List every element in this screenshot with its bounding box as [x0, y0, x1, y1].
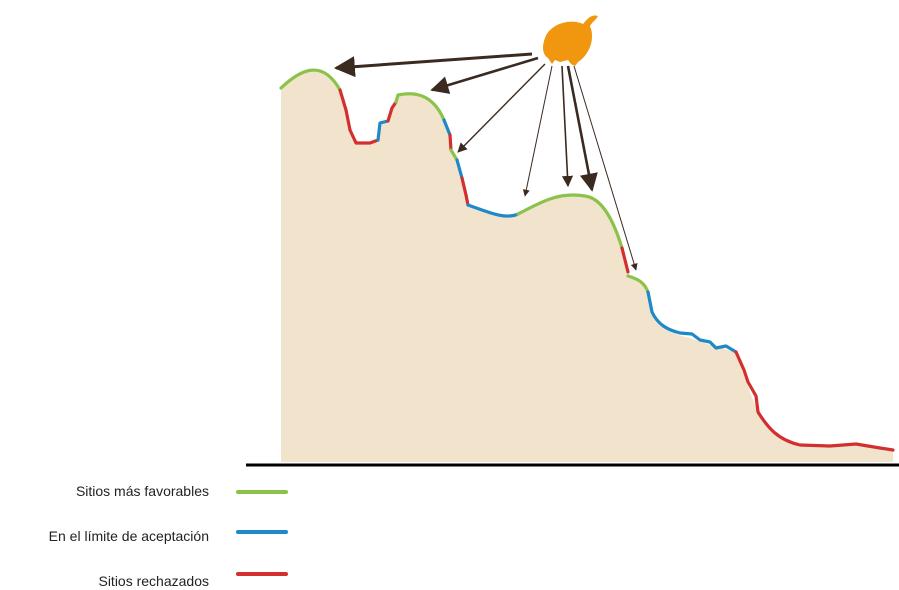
legend-swatch-favorable [236, 490, 288, 494]
segment-limit-3 [455, 158, 464, 180]
legend-label-limit: En el límite de aceptación [48, 528, 209, 544]
arrow-icon [566, 65, 598, 192]
arrow-icon [561, 65, 574, 188]
segment-favorable-2 [394, 92, 446, 122]
segment-limit-4 [466, 203, 520, 218]
segment-rejected-4 [460, 176, 470, 207]
segment-rejected-3 [448, 133, 453, 152]
segment-rejected-5 [620, 246, 630, 274]
terrain [281, 70, 893, 462]
bird-icon [543, 15, 598, 67]
arrow-icon [333, 52, 533, 78]
segment-favorable-3 [449, 148, 459, 162]
arrow-icon [457, 63, 546, 153]
segment-rejected-6 [734, 350, 895, 452]
arrow-icon [522, 65, 553, 197]
arrow-icon [573, 65, 638, 271]
arrow-icon [430, 56, 539, 94]
segment-favorable-4 [516, 193, 624, 250]
segment-rejected-1 [338, 88, 380, 145]
segment-limit-5 [646, 290, 738, 354]
legend-swatch-rejected [236, 572, 288, 576]
segment-rejected-2 [386, 100, 398, 123]
segment-limit-1 [376, 119, 390, 142]
segment-favorable-1 [279, 68, 342, 92]
legend-label-rejected: Sitios rechazados [98, 573, 209, 589]
segment-limit-2 [442, 118, 452, 137]
legend-swatch-limit [236, 530, 288, 534]
legend-label-favorable: Sitios más favorables [75, 483, 209, 499]
segment-favorable-5 [626, 274, 650, 294]
